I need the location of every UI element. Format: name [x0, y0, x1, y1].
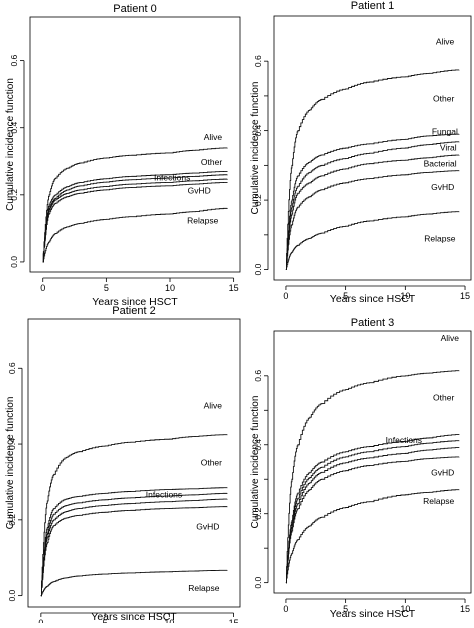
chart-title: Patient 3	[351, 317, 394, 329]
y-tick-label: 0.0	[7, 589, 17, 601]
x-tick-label: 15	[460, 604, 470, 614]
x-tick-label: 5	[104, 283, 109, 293]
cif-curve-0	[42, 147, 228, 263]
y-tick-label: 0.2	[7, 514, 17, 526]
cif-curve-4	[285, 456, 460, 584]
curve-annotation: Other	[201, 157, 222, 167]
curve-annotation: Fungal	[432, 127, 458, 137]
x-axis-label: Years since HSCT	[92, 296, 178, 308]
y-tick-label: 0.4	[9, 122, 19, 134]
curve-annotation: Relapse	[187, 215, 218, 225]
curve-annotation: Relapse	[423, 496, 454, 506]
cif-curve-5	[285, 211, 460, 271]
y-tick-label: 0.6	[7, 362, 17, 374]
x-tick-label: 10	[400, 291, 410, 301]
y-axis-label: Cumulative incidence function	[250, 82, 261, 215]
y-tick-label: 0.2	[253, 508, 263, 520]
x-axis-label: Years since HSCT	[91, 611, 177, 623]
y-tick-label: 0.4	[7, 438, 17, 450]
plot-frame	[27, 318, 241, 608]
curve-annotation: GvHD	[196, 522, 219, 532]
y-tick-label: 0.6	[253, 370, 263, 382]
x-tick-label: 0	[283, 604, 288, 614]
y-axis-label: Cumulative incidence function	[5, 78, 16, 211]
y-axis-label: Cumulative incidence function	[5, 397, 16, 530]
curve-annotation: GvHD	[431, 182, 454, 192]
y-tick-label: 0.0	[9, 256, 19, 268]
y-tick-label: 0.4	[253, 439, 263, 451]
plot-frame	[29, 16, 241, 273]
x-tick-label: 0	[283, 291, 288, 301]
cif-curve-3	[285, 447, 460, 584]
y-tick-label: 0.6	[253, 55, 263, 67]
cif-curve-0	[285, 370, 460, 584]
x-tick-label: 15	[229, 618, 239, 623]
curve-annotation: Alive	[204, 132, 223, 142]
curve-annotation: Relapse	[424, 234, 455, 244]
chart-title: Patient 2	[112, 305, 155, 317]
cif-curve-3	[285, 154, 460, 271]
cif-curve-1	[285, 434, 460, 584]
y-tick-label: 0.4	[253, 124, 263, 136]
chart-panel-0: Patient 0 0 5 10 15 Years since HSCT 0.0 0.2 0.4…	[5, 3, 241, 308]
cif-curve-2	[40, 492, 228, 597]
curve-annotation: Infections	[386, 435, 422, 445]
curve-annotation: GvHD	[431, 467, 454, 477]
curve-annotation: Other	[433, 392, 454, 402]
y-tick-label: 0.0	[253, 263, 263, 275]
y-tick-label: 0.6	[9, 54, 19, 66]
cif-curve-1	[40, 487, 228, 597]
curve-annotation: Alive	[204, 400, 223, 410]
x-tick-label: 0	[40, 283, 45, 293]
chart-title: Patient 1	[351, 0, 394, 12]
chart-title: Patient 0	[113, 3, 156, 15]
cif-curve-5	[285, 489, 460, 584]
cif-curve-0	[285, 69, 460, 271]
curve-annotation: Other	[201, 457, 222, 467]
cif-curve-3	[42, 178, 228, 263]
x-tick-label: 10	[400, 604, 410, 614]
chart-panel-3: Patient 3 0 5 10 15 Years since HSCT 0.0 0.2 0.4…	[250, 317, 472, 620]
curve-annotation: Infections	[146, 489, 182, 499]
cif-curve-2	[285, 141, 460, 271]
cif-curve-1	[42, 170, 228, 263]
cif-curve-4	[42, 182, 228, 263]
cif-curve-5	[40, 569, 228, 597]
y-tick-label: 0.0	[253, 576, 263, 588]
y-tick-label: 0.2	[253, 194, 263, 206]
cif-curve-3	[40, 498, 228, 597]
x-tick-label: 5	[343, 291, 348, 301]
curve-annotation: Other	[433, 94, 454, 104]
curve-annotation: Alive	[436, 36, 455, 46]
curve-annotation: Bacterial	[424, 159, 457, 169]
plot-frame	[273, 330, 472, 594]
curve-annotation: Relapse	[188, 583, 219, 593]
plot-frame	[273, 15, 472, 281]
cif-curve-5	[42, 207, 228, 263]
x-tick-label: 5	[343, 604, 348, 614]
x-tick-label: 0	[38, 618, 43, 623]
x-axis-label: Years since HSCT	[330, 293, 416, 305]
cif-curve-4	[285, 170, 460, 271]
cif-curve-4	[40, 506, 228, 597]
y-axis-label: Cumulative incidence function	[250, 396, 261, 529]
x-axis-label: Years since HSCT	[330, 608, 416, 620]
x-tick-label: 10	[165, 283, 175, 293]
cif-curve-0	[40, 434, 228, 597]
curve-annotation: Infections	[154, 172, 190, 182]
chart-panel-1: Patient 1 0 5 10 15 Years since HSCT 0.0 0.2 0.4…	[250, 0, 472, 305]
y-tick-label: 0.2	[9, 189, 19, 201]
cif-curve-2	[285, 440, 460, 584]
curve-annotation: GvHD	[188, 186, 211, 196]
x-tick-label: 15	[229, 283, 239, 293]
x-tick-label: 15	[460, 291, 470, 301]
curve-annotation: Viral	[440, 142, 457, 152]
cif-curve-1	[285, 133, 460, 271]
curve-annotation: Alive	[441, 333, 460, 343]
